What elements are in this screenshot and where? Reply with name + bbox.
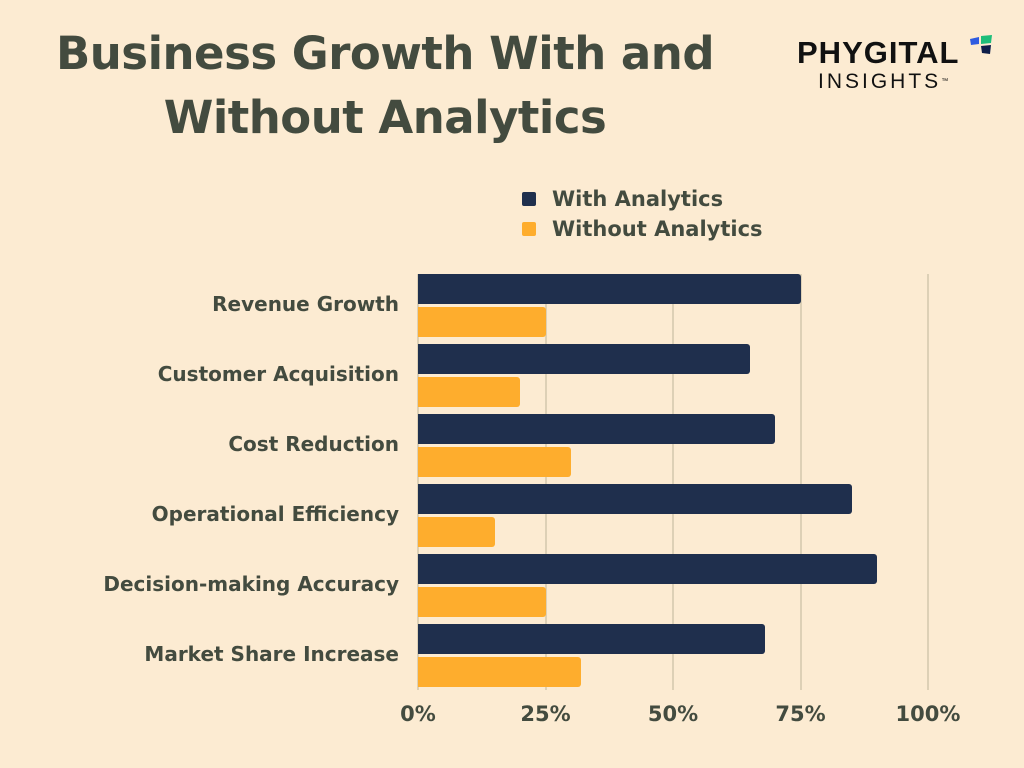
category-label: Market Share Increase (144, 642, 399, 666)
bar-with-analytics (418, 484, 852, 514)
logo-wordmark-bottom: INSIGHTS™ (818, 70, 959, 94)
category-label: Operational Efficiency (151, 502, 399, 526)
legend-item-without-analytics: Without Analytics (522, 214, 763, 244)
category-label: Cost Reduction (228, 432, 399, 456)
gridline (672, 274, 674, 690)
legend-swatch-without (522, 222, 536, 236)
bar-with-analytics (418, 624, 765, 654)
bar-without-analytics (418, 447, 571, 477)
bar-with-analytics (418, 344, 750, 374)
bar-with-analytics (418, 414, 775, 444)
bar-without-analytics (418, 517, 495, 547)
logo-mark-icon (970, 35, 992, 54)
gridline (417, 274, 419, 690)
legend-label-without: Without Analytics (552, 217, 763, 241)
gridline (927, 274, 929, 690)
chart-title: Business Growth With and Without Analyti… (55, 27, 715, 144)
gridline (544, 274, 547, 690)
phygital-insights-logo: PHYGITAL INSIGHTS™ (797, 35, 992, 94)
legend: With Analytics Without Analytics (522, 184, 763, 244)
bar-with-analytics (418, 274, 801, 304)
category-label: Customer Acquisition (157, 362, 399, 386)
bar-with-analytics (418, 554, 877, 584)
legend-swatch-with (522, 192, 536, 206)
gridline (799, 274, 802, 690)
bar-without-analytics (418, 587, 546, 617)
legend-item-with-analytics: With Analytics (522, 184, 763, 214)
x-tick-label: 50% (647, 702, 699, 726)
logo-insights-text: INSIGHTS (818, 70, 942, 93)
x-tick-label: 0% (400, 702, 436, 726)
category-label: Revenue Growth (212, 292, 399, 316)
plot-area (417, 274, 929, 690)
logo-wordmark-top: PHYGITAL (797, 35, 960, 70)
x-tick-label: 100% (895, 702, 961, 726)
bar-without-analytics (418, 657, 582, 687)
x-tick-label: 25% (520, 702, 571, 726)
legend-label-with: With Analytics (552, 187, 724, 211)
trademark-symbol: ™ (941, 78, 949, 85)
bar-without-analytics (418, 307, 546, 337)
x-tick-label: 75% (775, 702, 826, 726)
bar-without-analytics (418, 377, 520, 407)
category-label: Decision-making Accuracy (103, 572, 399, 596)
